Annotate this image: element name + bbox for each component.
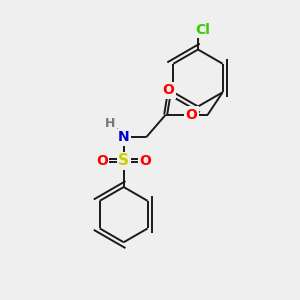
Text: Cl: Cl bbox=[195, 23, 210, 37]
Text: O: O bbox=[163, 83, 175, 97]
Text: O: O bbox=[139, 154, 151, 168]
Text: H: H bbox=[105, 117, 116, 130]
Text: O: O bbox=[96, 154, 108, 168]
Text: S: S bbox=[118, 153, 129, 168]
Text: N: N bbox=[118, 130, 130, 144]
Text: O: O bbox=[185, 108, 197, 122]
